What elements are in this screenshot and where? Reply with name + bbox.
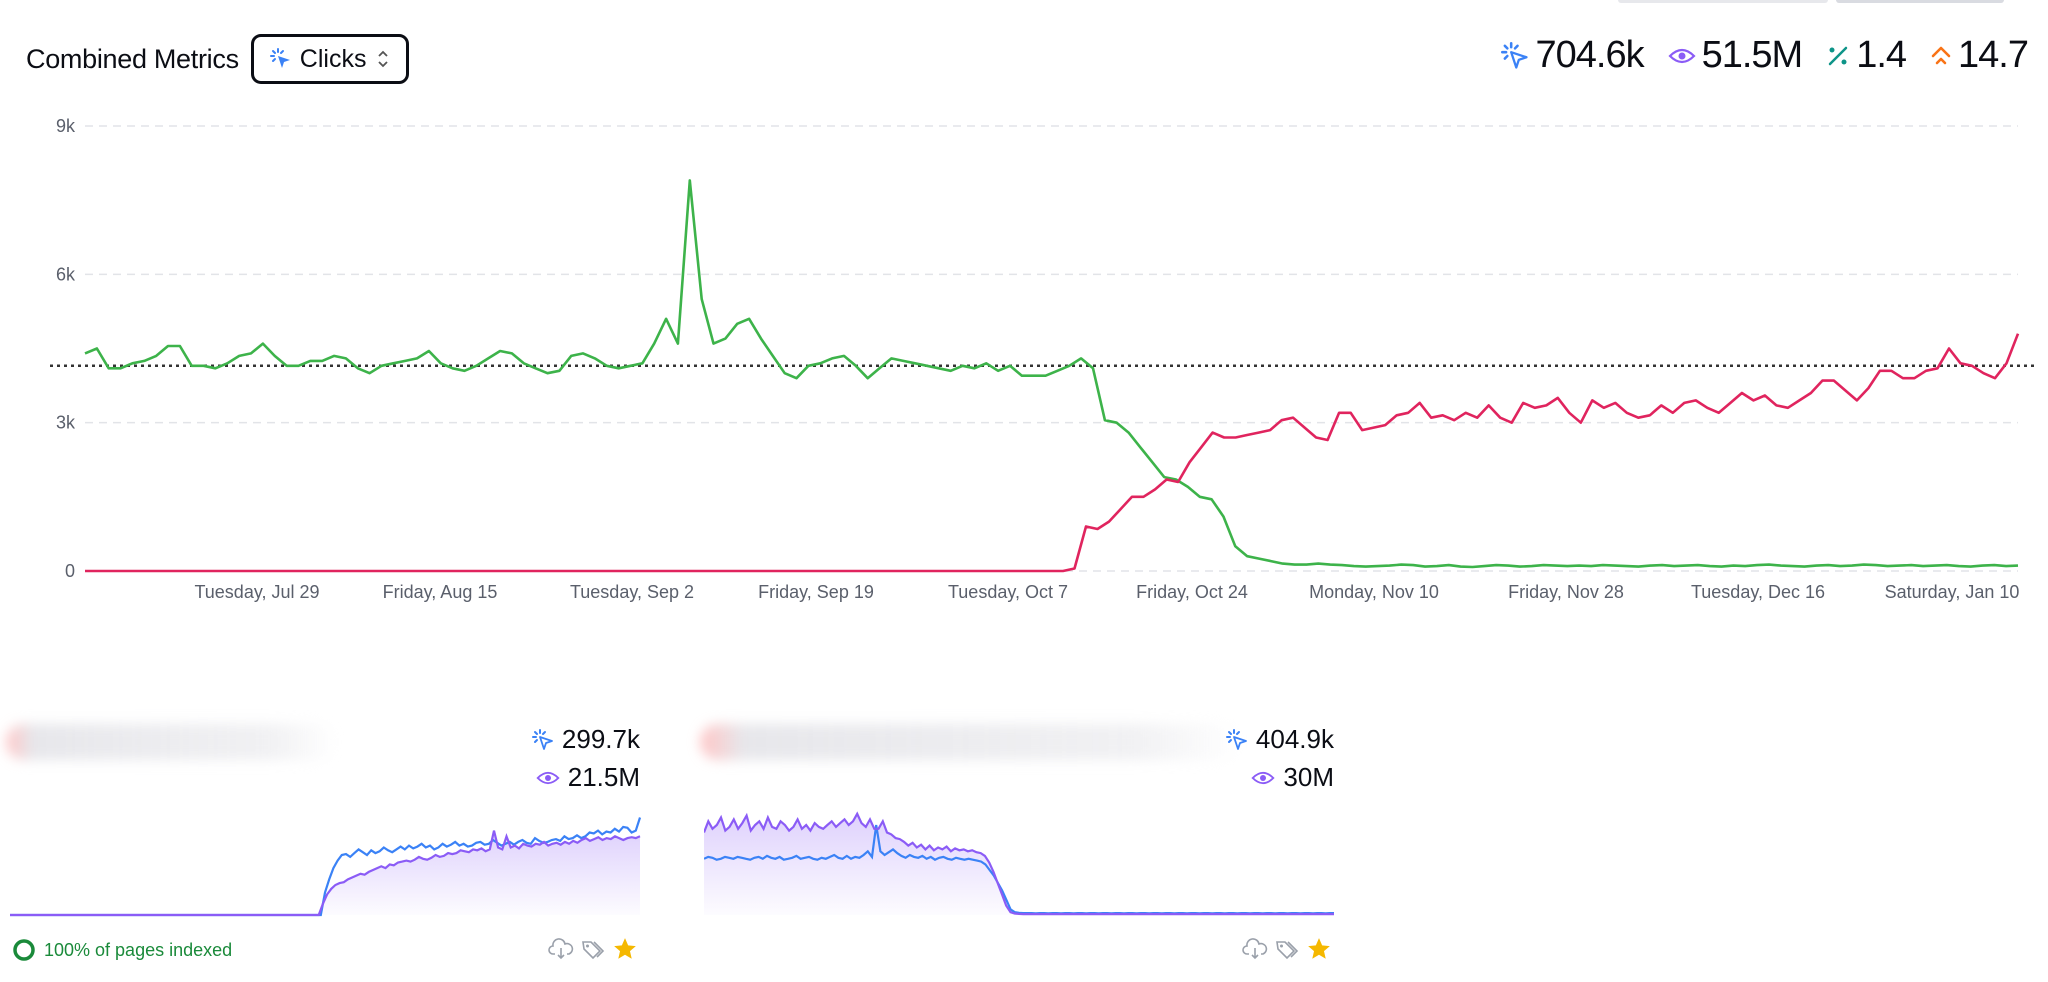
indexed-text: 100% of pages indexed	[44, 939, 233, 960]
x-tick-label: Friday, Aug 15	[383, 582, 498, 602]
x-tick-label: Monday, Nov 10	[1309, 582, 1439, 602]
ring-icon	[13, 939, 35, 961]
card-impressions-value: 30M	[1283, 762, 1334, 792]
cloud-download-icon[interactable]	[548, 938, 574, 960]
impressions-sparkline	[10, 830, 641, 917]
chart-grid	[85, 125, 2018, 572]
y-tick-label: 0	[65, 561, 75, 581]
chart-header: Combined Metrics Clicks	[26, 30, 409, 88]
total-ctr-value: 1.4	[1856, 34, 1907, 76]
impressions-sparkline	[704, 811, 1334, 916]
clicks-icon	[1225, 728, 1247, 750]
cloud-download-icon[interactable]	[1242, 938, 1268, 960]
tags-icon[interactable]	[1274, 938, 1300, 960]
eye-icon	[1251, 771, 1276, 784]
chevron-updown-icon	[378, 50, 388, 68]
percent-icon	[1828, 46, 1848, 65]
y-axis-ticks: 9k 6k 3k 0	[56, 116, 76, 581]
card-clicks: 299.7k	[531, 724, 640, 755]
clicks-icon	[1501, 41, 1529, 69]
x-tick-label: Tuesday, Jul 29	[194, 582, 319, 602]
site-name-redacted	[700, 724, 1240, 760]
site-card-2[interactable]: 404.9k 30M	[694, 716, 1334, 982]
x-tick-label: Friday, Nov 28	[1508, 582, 1624, 602]
metric-selector[interactable]: Clicks	[250, 34, 409, 84]
tags-icon[interactable]	[580, 938, 606, 960]
clicks-icon	[269, 48, 290, 68]
site-name-redacted	[6, 724, 336, 760]
site-card-1[interactable]: 299.7k 21.5M 100% of pages indexed	[0, 716, 642, 982]
star-icon[interactable]	[1306, 936, 1332, 962]
top-tab-strip	[1618, 0, 2048, 4]
total-ctr: 1.4	[1826, 34, 1907, 77]
x-tick-label: Saturday, Jan 10	[1885, 582, 2020, 602]
card-clicks-value: 299.7k	[561, 724, 640, 754]
selector-label: Clicks	[299, 44, 367, 73]
card-actions	[1242, 936, 1332, 962]
total-position: 14.7	[1930, 34, 2029, 77]
card-clicks: 404.9k	[1225, 724, 1334, 755]
total-clicks: 704.6k	[1501, 34, 1645, 77]
x-tick-label: Tuesday, Dec 16	[1691, 582, 1825, 602]
chart-series	[84, 179, 2020, 573]
index-status: 100% of pages indexed	[12, 938, 232, 962]
totals-bar: 704.6k 51.5M 1.4 14.7	[1501, 34, 2029, 77]
eye-icon	[1668, 48, 1696, 63]
impressions-area	[704, 813, 1334, 915]
eye-icon	[536, 771, 560, 784]
card-impressions: 21.5M	[536, 762, 640, 793]
top-tab-right[interactable]	[1836, 0, 2004, 3]
rank-icon	[1931, 46, 1951, 64]
y-tick-label: 3k	[56, 413, 76, 433]
top-tab-left[interactable]	[1618, 0, 1828, 3]
total-impressions: 51.5M	[1668, 34, 1803, 77]
x-axis-ticks: Tuesday, Jul 29 Friday, Aug 15 Tuesday, Se…	[194, 582, 2019, 602]
x-tick-label: Friday, Sep 19	[758, 582, 874, 602]
page-title: Combined Metrics	[26, 43, 239, 74]
impressions-area	[10, 830, 640, 915]
clicks-icon	[531, 728, 553, 750]
card-actions	[548, 936, 638, 962]
series-line-1	[84, 179, 2019, 569]
card-clicks-value: 404.9k	[1255, 724, 1334, 754]
total-impressions-value: 51.5M	[1701, 34, 1804, 76]
total-clicks-value: 704.6k	[1535, 34, 1644, 76]
x-tick-label: Tuesday, Sep 2	[570, 582, 694, 602]
sparkline-chart	[10, 817, 642, 917]
star-icon[interactable]	[612, 936, 638, 962]
card-impressions-value: 21.5M	[567, 762, 640, 792]
series-line-2	[85, 333, 2020, 573]
sparkline-chart	[704, 811, 1334, 916]
total-position-value: 14.7	[1958, 34, 2029, 76]
x-tick-label: Tuesday, Oct 7	[948, 582, 1068, 602]
y-tick-label: 9k	[56, 116, 76, 136]
y-tick-label: 6k	[56, 264, 76, 284]
x-tick-label: Friday, Oct 24	[1136, 582, 1248, 602]
card-impressions: 30M	[1251, 762, 1334, 793]
